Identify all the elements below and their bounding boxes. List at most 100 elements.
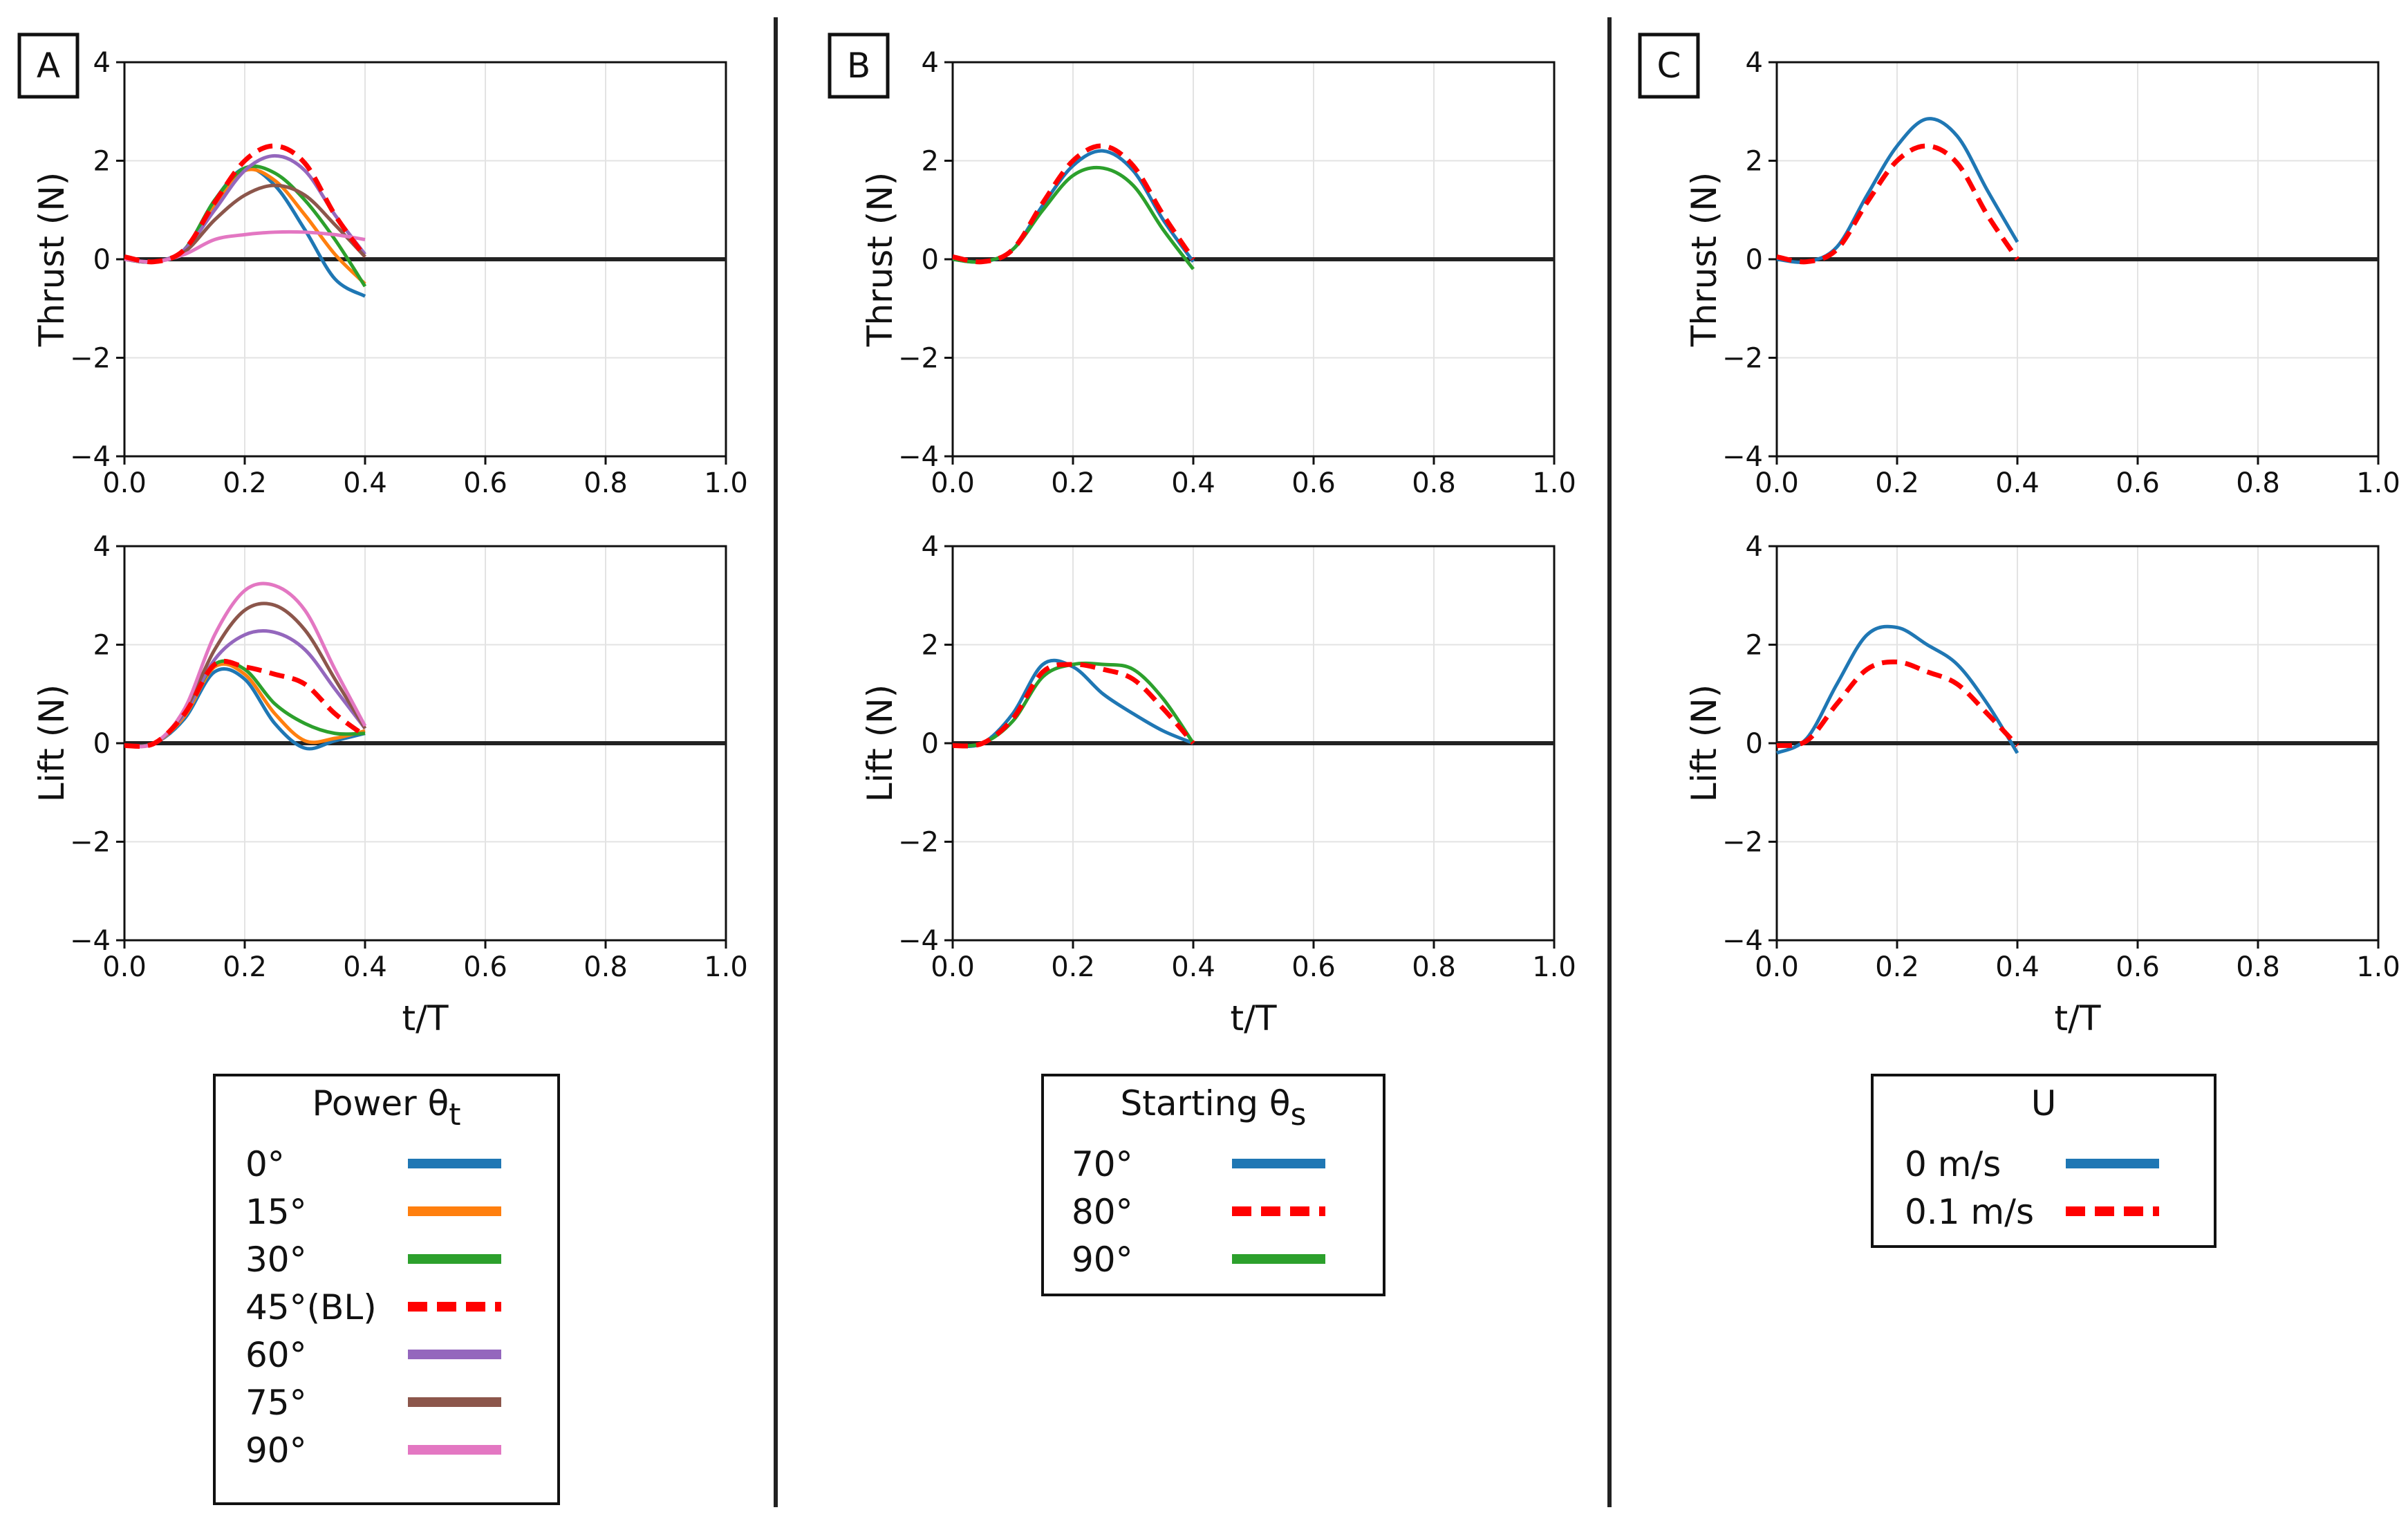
x-tick-label: 0.4 — [1171, 467, 1215, 499]
y-tick-label: 2 — [93, 146, 111, 178]
legend-entry-label: 80° — [1072, 1192, 1133, 1232]
legend-entry-label: 45°(BL) — [245, 1287, 377, 1327]
y-tick-label: 2 — [93, 630, 111, 662]
x-tick-label: 1.0 — [1532, 951, 1576, 983]
x-tick-label: 0.0 — [102, 467, 147, 499]
chart-b-thrust: 0.0 0.2 0.4 0.6 0.8 1.0 4 2 0 −2 −4 Thrust (N) — [860, 47, 1576, 499]
x-axis-label: t/T — [402, 998, 449, 1038]
x-tick-label: 1.0 — [704, 467, 748, 499]
y-tick-label: 2 — [1746, 630, 1763, 662]
legend-layer: Power θt0°15°30°45°(BL)60°75°90°Starting… — [213, 1074, 2216, 1505]
x-tick-label: 0.4 — [343, 467, 387, 499]
legend-entry-label: 0.1 m/s — [1905, 1192, 2034, 1232]
y-tick-label: 0 — [1746, 728, 1763, 760]
legend-entry-label: 15° — [245, 1192, 307, 1232]
y-tick-label: 4 — [93, 531, 111, 563]
x-tick-label: 0.4 — [1995, 467, 2040, 499]
y-axis-label: Lift (N) — [1684, 684, 1724, 802]
series-line-90- — [124, 230, 366, 264]
panel-label-b: B — [828, 32, 890, 99]
x-tick-label: 0.2 — [1051, 467, 1095, 499]
legend-entry-label: 30° — [245, 1240, 307, 1280]
x-tick-label: 0.8 — [584, 951, 628, 983]
x-axis-label: t/T — [2055, 998, 2101, 1038]
y-tick-label: 4 — [1746, 47, 1763, 79]
y-tick-label: 2 — [922, 146, 939, 178]
y-axis-label: Lift (N) — [860, 684, 900, 802]
chart-c-lift: 0.0 0.2 0.4 0.6 0.8 1.0 4 2 0 −2 −4 Lift (N) t/T — [1684, 531, 2400, 1038]
series-line-90- — [952, 165, 1195, 270]
legend-entry-label: 70° — [1072, 1144, 1133, 1184]
x-tick-label: 0.4 — [1171, 951, 1215, 983]
series-line-70- — [952, 658, 1194, 748]
series-line-90- — [952, 661, 1195, 748]
y-tick-label: −4 — [70, 441, 111, 473]
y-tick-label: 0 — [93, 728, 111, 760]
x-tick-label: 0.4 — [343, 951, 387, 983]
x-tick-label: 0.0 — [931, 467, 975, 499]
panel-label-c: C — [1638, 32, 1700, 99]
legend-entry-label: 0 m/s — [1905, 1144, 2001, 1184]
chart-c-thrust: 0.0 0.2 0.4 0.6 0.8 1.0 4 2 0 −2 −4 Thrust (N) — [1684, 47, 2400, 499]
legend-entry-label: 90° — [245, 1430, 307, 1471]
y-tick-label: −2 — [70, 827, 111, 859]
y-tick-label: 2 — [922, 630, 939, 662]
x-tick-label: 1.0 — [2356, 951, 2400, 983]
y-tick-label: −2 — [1722, 827, 1763, 859]
legend-entry-label: 90° — [1072, 1240, 1133, 1280]
series-line-80- — [952, 143, 1195, 265]
chart-b-lift: 0.0 0.2 0.4 0.6 0.8 1.0 4 2 0 −2 −4 Lift (N) t/T — [860, 531, 1576, 1038]
y-tick-label: 2 — [1746, 146, 1763, 178]
x-tick-label: 1.0 — [1532, 467, 1576, 499]
legend-c: U 0 m/s 0.1 m/s — [1871, 1074, 2216, 1248]
x-tick-label: 0.6 — [2116, 951, 2160, 983]
legend-frame — [213, 1074, 560, 1505]
legend-title: U — [2031, 1083, 2057, 1123]
x-tick-label: 1.0 — [2356, 467, 2400, 499]
x-tick-label: 0.4 — [1995, 951, 2040, 983]
y-tick-label: 0 — [93, 244, 111, 276]
series-line-0-1-m-s — [1776, 143, 2019, 265]
legend-entry-label: 60° — [245, 1335, 307, 1375]
x-tick-label: 1.0 — [704, 951, 748, 983]
chart-a-lift: 0.0 0.2 0.4 0.6 0.8 1.0 4 2 0 −2 −4 Lift (N) t/T — [32, 531, 748, 1038]
legend-title-subscript: t — [449, 1097, 460, 1132]
x-tick-label: 0.0 — [102, 951, 147, 983]
y-tick-label: −4 — [70, 925, 111, 957]
y-axis-label: Thrust (N) — [32, 172, 72, 347]
y-tick-label: −2 — [898, 827, 939, 859]
y-tick-label: −2 — [70, 343, 111, 375]
x-tick-label: 0.8 — [1412, 467, 1456, 499]
y-axis-label: Thrust (N) — [1684, 172, 1724, 347]
legend-a: Power θt0°15°30°45°(BL)60°75°90° — [213, 1074, 560, 1505]
series-line-0-m-s — [1776, 117, 2019, 264]
x-tick-label: 0.2 — [223, 951, 267, 983]
y-tick-label: 0 — [922, 244, 939, 276]
panel-label-a-text: A — [37, 46, 60, 86]
legend-entry-label: 0° — [245, 1144, 285, 1184]
series-line-45-bl- — [124, 143, 367, 265]
x-tick-label: 0.2 — [1875, 951, 1919, 983]
y-tick-label: −4 — [1722, 441, 1763, 473]
legend-title-subscript: s — [1291, 1097, 1307, 1132]
x-tick-label: 0.6 — [463, 467, 507, 499]
legend-frame — [1041, 1074, 1385, 1296]
x-tick-label: 0.8 — [584, 467, 628, 499]
y-tick-label: 4 — [922, 47, 939, 79]
x-tick-label: 0.6 — [1291, 951, 1336, 983]
x-axis-label: t/T — [1231, 998, 1277, 1038]
y-tick-label: −2 — [898, 343, 939, 375]
y-axis-label: Lift (N) — [32, 684, 72, 802]
series-line-0-m-s — [1775, 624, 2019, 755]
x-tick-label: 0.6 — [1291, 467, 1336, 499]
y-tick-label: −4 — [898, 925, 939, 957]
y-tick-label: 4 — [1746, 531, 1763, 563]
y-tick-label: 4 — [93, 47, 111, 79]
x-tick-label: 0.0 — [931, 951, 975, 983]
x-tick-label: 0.2 — [223, 467, 267, 499]
chart-a-thrust: 0.0 0.2 0.4 0.6 0.8 1.0 4 2 0 −2 −4 Thrust (N) — [32, 47, 748, 499]
x-tick-label: 0.2 — [1051, 951, 1095, 983]
y-axis-label: Thrust (N) — [860, 172, 900, 347]
panel-label-c-text: C — [1657, 46, 1681, 86]
